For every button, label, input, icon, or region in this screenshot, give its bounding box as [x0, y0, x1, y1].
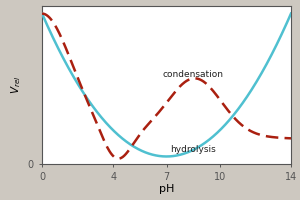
Y-axis label: $V_{rel}$: $V_{rel}$ — [10, 76, 23, 94]
X-axis label: pH: pH — [159, 184, 174, 194]
Text: condensation: condensation — [163, 70, 224, 79]
Text: hydrolysis: hydrolysis — [170, 145, 216, 154]
